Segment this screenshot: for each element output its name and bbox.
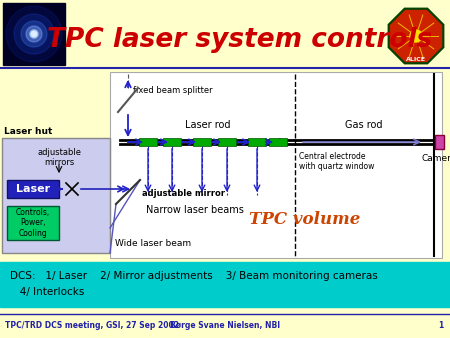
Circle shape xyxy=(32,31,36,37)
Circle shape xyxy=(410,30,422,42)
Bar xyxy=(110,72,442,258)
Bar xyxy=(3,3,65,65)
Bar xyxy=(163,138,181,146)
Polygon shape xyxy=(14,14,54,54)
Text: TPC laser system controls: TPC laser system controls xyxy=(47,27,432,53)
Text: Gas rod: Gas rod xyxy=(345,120,382,130)
Polygon shape xyxy=(388,8,444,64)
Text: Laser rod: Laser rod xyxy=(185,120,230,130)
Polygon shape xyxy=(391,10,441,62)
Bar xyxy=(139,138,157,146)
Polygon shape xyxy=(30,30,38,38)
Bar xyxy=(248,138,266,146)
Text: adjustable mirror: adjustable mirror xyxy=(142,190,225,198)
Text: Wide laser beam: Wide laser beam xyxy=(115,239,191,248)
Text: adjustable
mirrors: adjustable mirrors xyxy=(37,148,81,167)
Text: 1: 1 xyxy=(438,320,443,330)
Bar xyxy=(218,138,236,146)
Text: Camera: Camera xyxy=(421,154,450,163)
Text: Central electrode
with quartz window: Central electrode with quartz window xyxy=(299,152,374,171)
Text: DCS:   1/ Laser    2/ Mirror adjustments    3/ Beam monitoring cameras: DCS: 1/ Laser 2/ Mirror adjustments 3/ B… xyxy=(10,271,378,281)
Polygon shape xyxy=(26,26,42,42)
Text: Laser hut: Laser hut xyxy=(4,127,52,136)
Text: Laser: Laser xyxy=(16,184,50,194)
Bar xyxy=(0,262,450,307)
Bar xyxy=(7,206,59,240)
Polygon shape xyxy=(21,21,47,47)
Bar xyxy=(435,135,444,149)
Bar xyxy=(193,138,211,146)
Bar xyxy=(2,138,110,253)
Text: fixed beam splitter: fixed beam splitter xyxy=(133,86,212,95)
Polygon shape xyxy=(6,6,62,62)
Bar xyxy=(269,138,287,146)
Text: ALICE: ALICE xyxy=(406,57,426,62)
Text: Børge Svane Nielsen, NBI: Børge Svane Nielsen, NBI xyxy=(170,320,280,330)
Text: 4/ Interlocks: 4/ Interlocks xyxy=(10,287,85,297)
Text: Narrow laser beams: Narrow laser beams xyxy=(146,205,244,215)
Text: Controls,
Power,
Cooling: Controls, Power, Cooling xyxy=(16,208,50,238)
Text: TPC/TRD DCS meeting, GSI, 27 Sep 2002: TPC/TRD DCS meeting, GSI, 27 Sep 2002 xyxy=(5,320,179,330)
Text: TPC volume: TPC volume xyxy=(249,212,361,228)
Bar xyxy=(0,0,450,68)
Bar xyxy=(7,180,59,198)
